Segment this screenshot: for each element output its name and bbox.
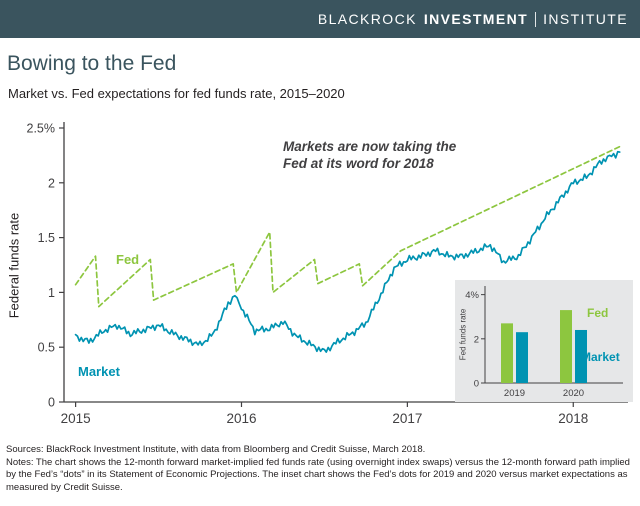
page-title: Bowing to the Fed xyxy=(7,52,177,75)
series-line-market xyxy=(74,150,621,353)
annotation-line-1: Markets are now taking the xyxy=(283,139,457,154)
y-tick-label: 0 xyxy=(48,396,55,410)
inset-chart: 0 2 4% 2019 2020 xyxy=(465,286,623,399)
inset-panel: 0 2 4% 2019 2020 Fed funds rate Fed Market xyxy=(455,280,633,402)
y-tick-label: 0.5 xyxy=(38,341,55,355)
inset-fed-label: Fed xyxy=(587,306,609,320)
bar-fed-2020 xyxy=(560,310,572,383)
brand-institute: INSTITUTE xyxy=(543,11,628,27)
inset-market-label: Market xyxy=(581,350,620,364)
brand-blackrock: BLACKROCK xyxy=(317,11,417,27)
fed-series-label: Fed xyxy=(116,252,140,267)
bar-fed-2019 xyxy=(501,323,513,383)
blackrock-wordmark: BLACKROCK INVESTMENT INSTITUTE xyxy=(318,11,628,27)
main-chart: 0 0.5 1 1.5 2 2.5% 2015 2016 2017 2018 xyxy=(27,122,628,426)
y-tick-label: 2.5% xyxy=(27,122,56,136)
main-chart-area: 0 0.5 1 1.5 2 2.5% 2015 2016 2017 2018 Federal fu… xyxy=(0,112,640,444)
y-tick-label: 2 xyxy=(48,176,55,190)
y-tick-label: 1.5 xyxy=(38,231,55,245)
chart-annotation: Markets are now taking the Fed at its wo… xyxy=(283,138,456,172)
footer-sources: Sources: BlackRock Investment Institute,… xyxy=(6,444,426,455)
brand-investment: INVESTMENT xyxy=(423,11,529,27)
x-tick-label: 2016 xyxy=(226,411,256,426)
inset-x-tick-label: 2020 xyxy=(563,388,584,399)
header-bar: BLACKROCK INVESTMENT INSTITUTE xyxy=(0,0,640,38)
inset-y-axis-label: Fed funds rate xyxy=(458,308,468,361)
x-tick-label: 2017 xyxy=(392,411,422,426)
brand-divider xyxy=(535,11,537,27)
bar-market-2019 xyxy=(516,332,528,383)
annotation-line-2: Fed at its word for 2018 xyxy=(283,156,434,171)
market-series-label: Market xyxy=(78,364,120,379)
y-axis-label: Federal funds rate xyxy=(6,212,22,319)
inset-x-tick-label: 2019 xyxy=(504,388,525,399)
x-tick-label: 2018 xyxy=(558,411,588,426)
footer: Sources: BlackRock Investment Institute,… xyxy=(6,444,634,494)
bar-market-2020 xyxy=(575,329,587,383)
x-tick-label: 2015 xyxy=(61,411,91,426)
inset-y-tick-label: 2 xyxy=(474,334,479,345)
footer-notes: Notes: The chart shows the 12-month forw… xyxy=(6,456,630,493)
series-line-fed xyxy=(74,145,621,308)
page-subtitle: Market vs. Fed expectations for fed fund… xyxy=(8,86,345,101)
inset-y-tick-label: 4% xyxy=(465,290,479,301)
inset-y-tick-label: 0 xyxy=(474,379,479,390)
y-tick-label: 1 xyxy=(48,286,55,300)
